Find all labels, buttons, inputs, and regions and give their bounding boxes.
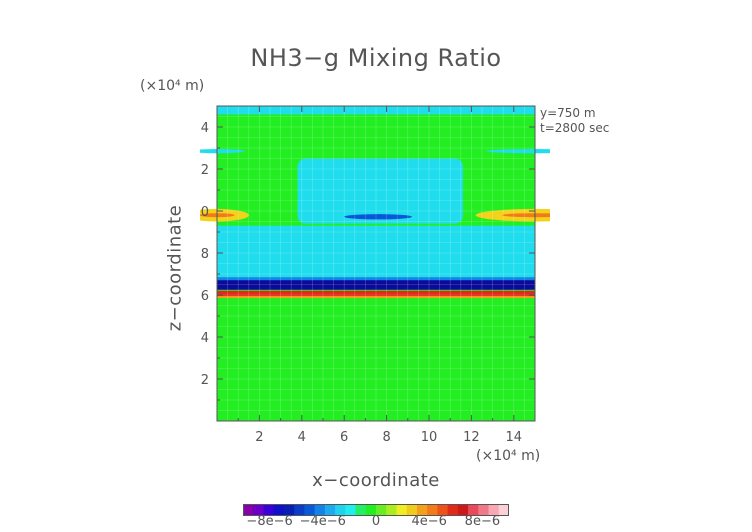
colorbar-swatch <box>427 504 438 516</box>
y-tick-label: 10 <box>200 205 209 220</box>
colorbar-tick-label: 8e−6 <box>464 514 501 529</box>
x-axis-label: x−coordinate <box>312 470 440 491</box>
colorbar-swatch <box>406 504 418 516</box>
colorbar-swatch <box>386 504 397 516</box>
region-right-upper-patch <box>486 149 550 154</box>
colorbar-swatch <box>416 504 428 516</box>
region-negative-band <box>217 279 535 290</box>
y-tick-label: 2 <box>201 373 209 388</box>
x-tick-label: 12 <box>463 430 480 441</box>
colorbar-tick-label: 4e−6 <box>411 514 447 529</box>
colorbar-swatch <box>447 504 459 516</box>
colorbar-swatch <box>488 504 500 516</box>
x-tick-label: 2 <box>255 430 263 441</box>
colorbar-tick-label: −8e−6 <box>246 514 293 529</box>
colorbar-swatch <box>273 504 285 516</box>
colorbar-swatch <box>376 504 387 516</box>
colorbar-swatch <box>365 504 377 516</box>
colorbar <box>243 501 510 520</box>
plot-frame <box>216 105 536 422</box>
colorbar-tick-labels: −8e−6 −4e−6 0 4e−6 8e−6 <box>243 514 509 532</box>
region-left-upper-patch <box>200 149 245 154</box>
x-axis-unit: (×10⁴ m) <box>476 448 541 464</box>
region-central-box-core <box>344 214 413 220</box>
colorbar-swatch <box>294 504 305 516</box>
colorbar-swatch <box>437 504 449 516</box>
y-slice-annotation: y=750 m <box>540 106 596 120</box>
time-annotation: t=2800 sec <box>540 121 610 135</box>
colorbar-swatch <box>396 504 408 516</box>
x-tick-label: 4 <box>298 430 306 441</box>
positive-band-edge <box>217 296 535 299</box>
colorbar-swatch <box>498 504 510 516</box>
y-tick-label: 6 <box>201 289 209 304</box>
y-axis-unit: (×10⁴ m) <box>140 78 205 94</box>
colorbar-swatch <box>263 504 275 516</box>
x-tick-label: 14 <box>506 430 523 441</box>
colorbar-swatch <box>478 504 490 516</box>
colorbar-tick-label: 0 <box>371 514 381 529</box>
colorbar-swatch <box>345 504 357 516</box>
y-axis-label: z−coordinate <box>164 204 186 332</box>
y-tick-label: 12 <box>200 163 209 178</box>
colorbar-swatch <box>355 504 367 516</box>
x-tick-label: 10 <box>421 430 438 441</box>
region-mid-layer <box>217 225 535 281</box>
colorbar-swatch <box>314 504 326 516</box>
right-max-core <box>502 213 550 218</box>
region-positive-band <box>217 290 535 298</box>
region-upper-band <box>217 106 535 115</box>
colorbar-swatch <box>243 504 254 516</box>
colorbar-frame <box>243 504 509 516</box>
plot-area: 2 4 6 8 10 12 14 2 4 6 8 10 12 14 <box>200 96 550 441</box>
colorbar-swatch <box>304 504 316 516</box>
x-tick-label: 6 <box>340 430 348 441</box>
colorbar-tick-label: −4e−6 <box>299 514 346 529</box>
colorbar-swatch <box>324 504 336 516</box>
region-central-box <box>297 158 463 224</box>
chart-title: NH3−g Mixing Ratio <box>250 44 502 72</box>
colorbar-swatch <box>335 504 346 516</box>
colorbar-swatch <box>457 504 469 516</box>
colorbar-swatch <box>283 504 295 516</box>
colorbar-swatch <box>468 504 479 516</box>
colorbar-swatch <box>253 504 264 516</box>
x-tick-label: 8 <box>382 430 390 441</box>
y-tick-label: 8 <box>201 247 209 262</box>
y-tick-label: 4 <box>201 331 209 346</box>
negative-band-edge <box>217 277 535 281</box>
y-tick-label: 14 <box>200 121 209 136</box>
